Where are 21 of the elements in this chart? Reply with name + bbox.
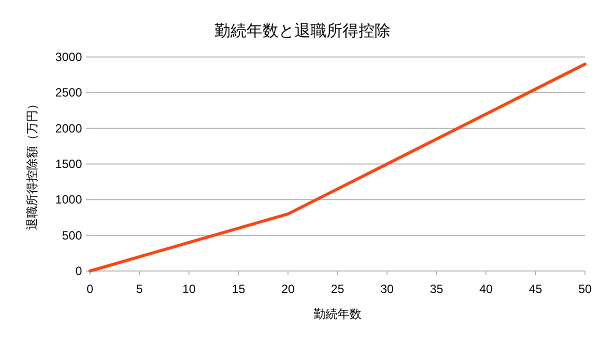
x-tick-label: 5: [136, 282, 144, 296]
x-tick-label: 30: [380, 282, 394, 296]
y-tick-label: 1500: [55, 157, 82, 171]
y-tick-label: 2000: [55, 121, 82, 136]
x-tick-label: 0: [86, 282, 94, 296]
x-tick-label: 35: [430, 282, 444, 296]
x-tick-label: 40: [479, 282, 493, 296]
x-tick-label: 50: [578, 282, 592, 296]
y-tick-label: 0: [75, 264, 82, 278]
y-axis-title: 退職所得控除額（万円）: [25, 98, 39, 230]
y-tick-label: 1000: [55, 192, 82, 207]
chart-title: 勤続年数と退職所得控除: [214, 22, 390, 40]
x-tick-label: 45: [528, 282, 542, 296]
y-tick-label: 3000: [55, 50, 82, 64]
x-tick-label: 10: [182, 282, 196, 296]
x-tick-label: 25: [330, 282, 344, 296]
x-axis-title: 勤続年数: [314, 307, 362, 321]
y-tick-label: 2500: [55, 86, 82, 100]
x-tick-label: 15: [232, 282, 246, 296]
x-tick-label: 20: [281, 282, 295, 296]
y-tick-label: 500: [62, 228, 82, 242]
